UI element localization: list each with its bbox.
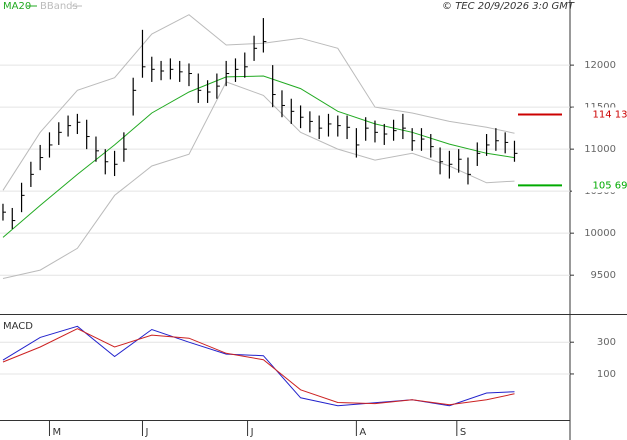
bband-lower <box>2 81 515 279</box>
source: © TEC 20/9/2026 3:0 GMT <box>442 1 575 12</box>
y-tick-label: 9500 <box>591 270 616 281</box>
x-tick-label: J <box>144 427 148 438</box>
x-tick-label: M <box>52 427 61 438</box>
legend-entry: MA20 <box>3 1 31 12</box>
level-label-bg <box>572 107 626 122</box>
macd-line <box>2 325 515 407</box>
macd-title: MACD <box>3 321 33 332</box>
y-tick-label: 300 <box>597 337 616 348</box>
y-tick-label: 10000 <box>584 228 616 239</box>
x-tick-label: S <box>460 427 466 438</box>
ma-line <box>2 75 515 238</box>
y-tick-label: 11000 <box>584 144 616 155</box>
y-tick-label: 100 <box>597 369 616 380</box>
y-tick-label: 12000 <box>584 60 616 71</box>
legend-entry: BBands <box>40 1 78 12</box>
macd-line <box>2 328 515 406</box>
x-tick-label: J <box>250 427 254 438</box>
level-label: 114 13 <box>593 109 627 120</box>
level-label: 105 69 <box>593 180 627 191</box>
x-tick-label: A <box>359 427 366 438</box>
level-label-bg <box>572 178 626 193</box>
